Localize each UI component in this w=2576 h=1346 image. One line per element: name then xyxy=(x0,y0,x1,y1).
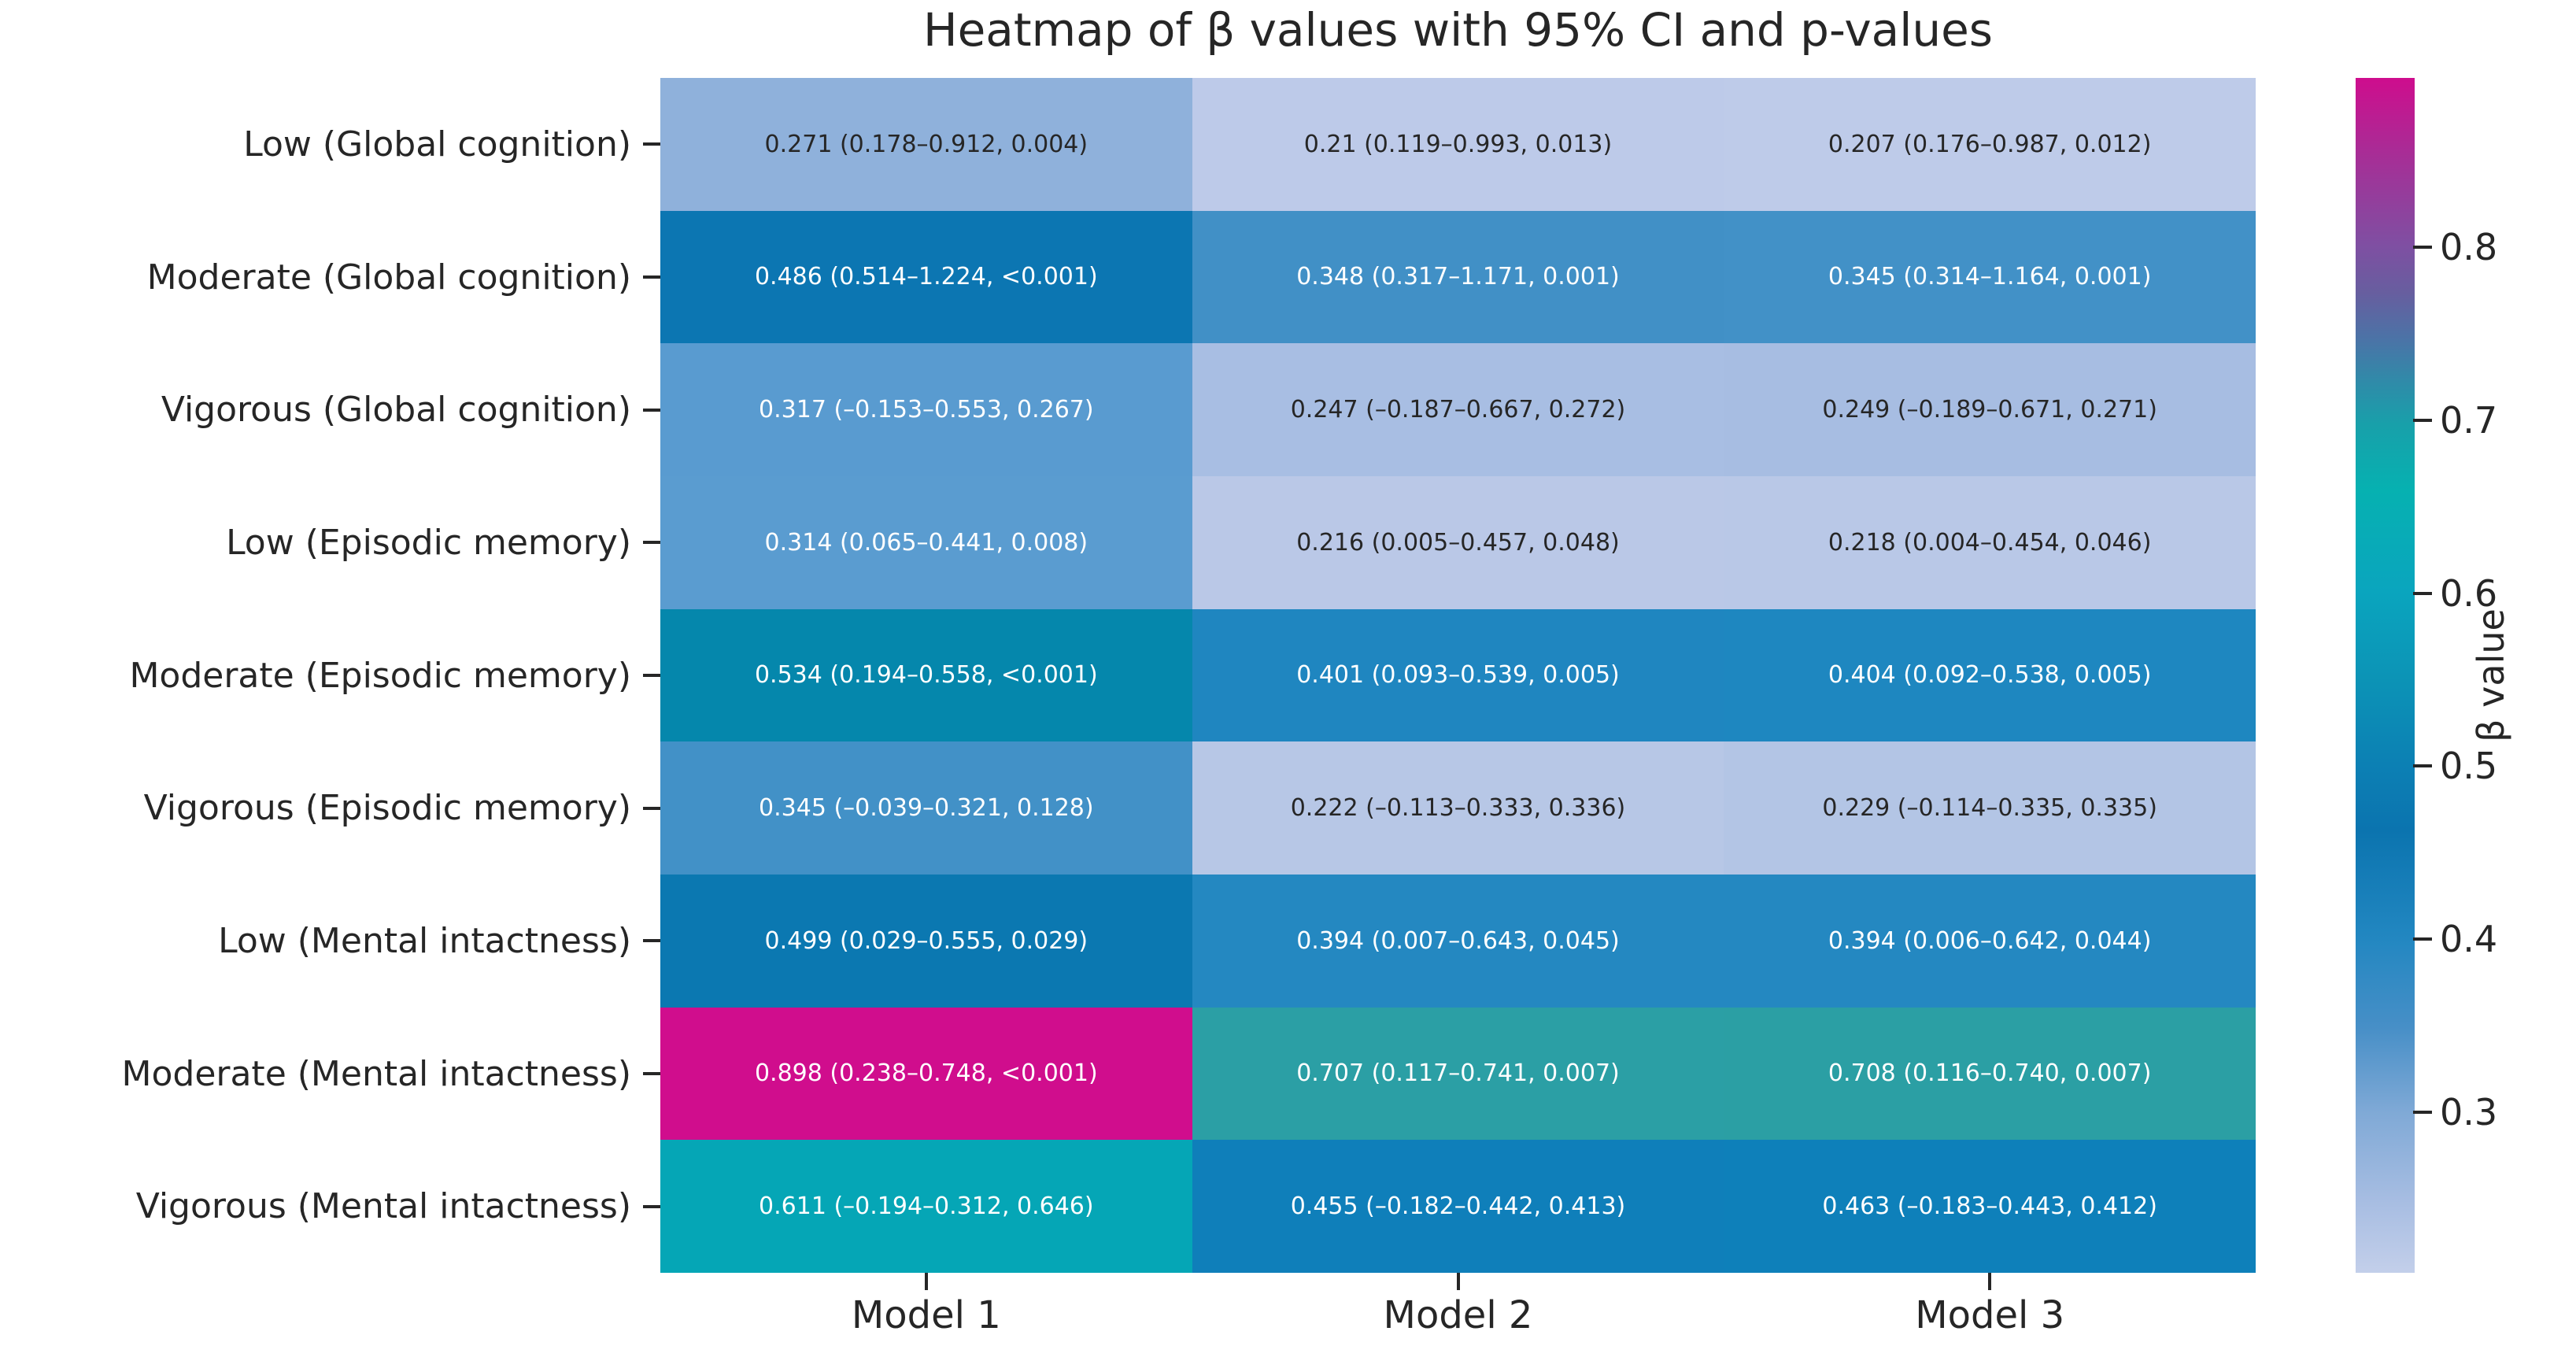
heatmap-cell: 0.314 (0.065–0.441, 0.008) xyxy=(660,476,1192,609)
y-tick xyxy=(643,275,660,279)
heatmap-cell: 0.394 (0.007–0.643, 0.045) xyxy=(1192,875,1724,1008)
row-label: Low (Episodic memory) xyxy=(226,522,631,563)
heatmap-cell: 0.345 (0.314–1.164, 0.001) xyxy=(1724,210,2256,344)
heatmap-cell: 0.216 (0.005–0.457, 0.048) xyxy=(1192,476,1724,609)
row-label: Vigorous (Global cognition) xyxy=(161,390,631,431)
heatmap-cell: 0.207 (0.176–0.987, 0.012) xyxy=(1724,78,2256,211)
y-tick xyxy=(643,142,660,146)
colorbar-tick xyxy=(2413,246,2432,250)
y-tick xyxy=(643,408,660,412)
colorbar-tick xyxy=(2413,418,2432,422)
row-label: Moderate (Episodic memory) xyxy=(129,655,631,696)
y-tick xyxy=(643,541,660,545)
heatmap-cell: 0.218 (0.004–0.454, 0.046) xyxy=(1724,476,2256,609)
row-label: Vigorous (Mental intactness) xyxy=(135,1186,631,1227)
heatmap-cell: 0.611 (–0.194–0.312, 0.646) xyxy=(660,1140,1192,1273)
y-tick xyxy=(643,1204,660,1208)
colorbar-gradient xyxy=(2356,78,2415,1273)
x-tick xyxy=(924,1273,928,1290)
heatmap-cell: 0.317 (–0.153–0.553, 0.267) xyxy=(660,343,1192,476)
column-label: Model 1 xyxy=(851,1293,1001,1337)
heatmap-cell: 0.534 (0.194–0.558, <0.001) xyxy=(660,608,1192,742)
colorbar-tick xyxy=(2413,1110,2432,1114)
column-label: Model 2 xyxy=(1383,1293,1533,1337)
heatmap-cell: 0.486 (0.514–1.224, <0.001) xyxy=(660,210,1192,344)
x-tick xyxy=(1988,1273,1992,1290)
row-label: Moderate (Mental intactness) xyxy=(121,1053,632,1094)
heatmap-cell: 0.707 (0.117–0.741, 0.007) xyxy=(1192,1007,1724,1141)
heatmap-cell: 0.463 (–0.183–0.443, 0.412) xyxy=(1724,1140,2256,1273)
heatmap-cell: 0.271 (0.178–0.912, 0.004) xyxy=(660,78,1192,211)
y-tick xyxy=(643,1072,660,1075)
row-label: Vigorous (Episodic memory) xyxy=(143,788,631,829)
y-tick xyxy=(643,674,660,677)
row-label: Low (Mental intactness) xyxy=(218,920,631,961)
heatmap-cell: 0.247 (–0.187–0.667, 0.272) xyxy=(1192,343,1724,476)
heatmap-cell: 0.229 (–0.114–0.335, 0.335) xyxy=(1724,741,2256,875)
row-label: Moderate (Global cognition) xyxy=(146,257,631,298)
heatmap-cell: 0.345 (–0.039–0.321, 0.128) xyxy=(660,741,1192,875)
column-label: Model 3 xyxy=(1915,1293,2065,1337)
row-label: Low (Global cognition) xyxy=(243,124,631,165)
x-tick xyxy=(1456,1273,1460,1290)
heatmap-cell: 0.249 (–0.189–0.671, 0.271) xyxy=(1724,343,2256,476)
heatmap-cell: 0.898 (0.238–0.748, <0.001) xyxy=(660,1007,1192,1141)
colorbar-tick xyxy=(2413,591,2432,595)
heatmap-cell: 0.401 (0.093–0.539, 0.005) xyxy=(1192,608,1724,742)
y-tick xyxy=(643,806,660,810)
heatmap-plot-area: 0.271 (0.178–0.912, 0.004) 0.21 (0.119–0.… xyxy=(660,78,2256,1273)
heatmap-cell: 0.499 (0.029–0.555, 0.029) xyxy=(660,875,1192,1008)
heatmap-cell: 0.394 (0.006–0.642, 0.044) xyxy=(1724,875,2256,1008)
heatmap-cell: 0.21 (0.119–0.993, 0.013) xyxy=(1192,78,1724,211)
colorbar-axis-label-text: β value xyxy=(2470,608,2512,742)
heatmap-cell: 0.708 (0.116–0.740, 0.007) xyxy=(1724,1007,2256,1141)
colorbar-tick xyxy=(2413,937,2432,941)
heatmap-cell: 0.348 (0.317–1.171, 0.001) xyxy=(1192,210,1724,344)
chart-title: Heatmap of β values with 95% CI and p-va… xyxy=(922,3,1993,57)
heatmap-cell: 0.222 (–0.113–0.333, 0.336) xyxy=(1192,741,1724,875)
y-tick xyxy=(643,939,660,943)
heatmap-cell: 0.455 (–0.182–0.442, 0.413) xyxy=(1192,1140,1724,1273)
colorbar-tick xyxy=(2413,764,2432,768)
heatmap-cell: 0.404 (0.092–0.538, 0.005) xyxy=(1724,608,2256,742)
